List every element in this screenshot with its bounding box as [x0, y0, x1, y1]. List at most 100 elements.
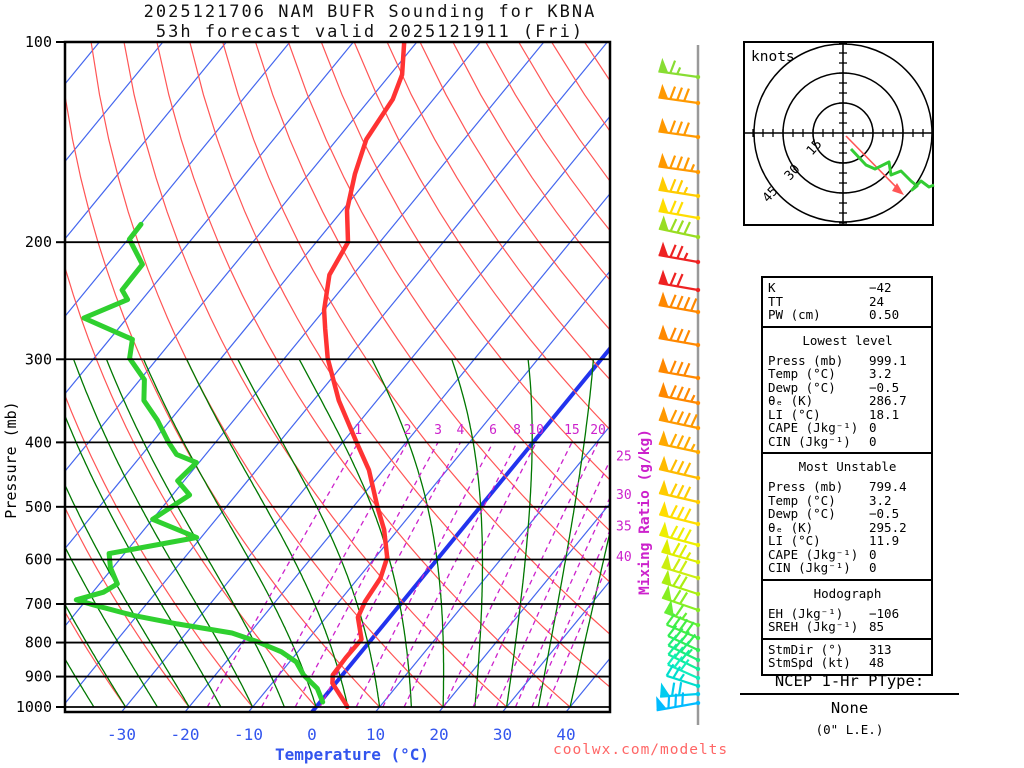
dry-adiabat-line — [419, 42, 610, 331]
dry-adiabat-line — [156, 42, 571, 708]
temperature-tick-label: -10 — [234, 725, 263, 744]
title-line-2: 53h forecast valid 2025121911 (Fri) — [155, 22, 585, 42]
stat-value: −106 — [869, 605, 900, 621]
stat-label: LI (°C) — [768, 406, 821, 422]
moist-adiabat-line — [65, 545, 158, 708]
dry-adiabat-line — [353, 42, 610, 431]
wind-barb — [661, 585, 701, 613]
stat-label: Temp (°C) — [768, 492, 836, 508]
stat-value: 18.1 — [869, 406, 900, 422]
isotherm-line — [65, 42, 481, 550]
stat-value: 295.2 — [869, 519, 907, 535]
stat-row: PW (cm) 0.50 — [768, 308, 927, 322]
mixing-ratio-line — [206, 442, 359, 708]
stat-label: Press (mb) — [768, 352, 844, 368]
stat-label: CIN (Jkg⁻¹) — [768, 560, 851, 575]
watermark-link[interactable]: coolwx.com/modelts — [553, 742, 729, 758]
stat-value: −0.5 — [869, 379, 900, 395]
pressure-tick-label: 400 — [25, 433, 52, 451]
temperature-tick-label: 30 — [493, 725, 512, 744]
pressure-tick-label: 500 — [25, 498, 52, 516]
stat-value: 0 — [869, 420, 877, 435]
moist-adiabat-line — [569, 529, 610, 708]
stats-section: K −42 TT 24 PW (cm) 0.50 — [763, 278, 931, 326]
wind-barb — [658, 269, 701, 293]
wind-barb — [658, 357, 701, 381]
moist-adiabat-line — [65, 603, 127, 708]
stats-section: Most Unstable Press (mb) 799.4 Temp (°C) 3.2… — [763, 452, 931, 579]
stat-value: 0 — [869, 546, 877, 562]
stat-label: TT — [768, 293, 784, 309]
wind-barb — [658, 479, 701, 505]
pressure-tick-label: 800 — [25, 634, 52, 652]
stat-row: K −42 — [768, 281, 927, 295]
wind-barb — [658, 455, 701, 481]
pressure-tick-label: 100 — [25, 33, 52, 51]
stat-row: SREH (Jkg⁻¹) 85 — [768, 620, 927, 634]
mixing-ratio-line — [531, 528, 610, 708]
mixing-ratio-label: 4 — [456, 423, 464, 438]
temperature-tick-label: -20 — [171, 725, 200, 744]
wind-barb — [658, 324, 701, 348]
stat-label: Dewp (°C) — [768, 506, 836, 521]
dewpoint-curve — [73, 221, 326, 705]
moist-adiabat-line — [537, 359, 595, 708]
stat-value: 24 — [869, 293, 885, 309]
stat-label: θₑ (K) — [768, 519, 814, 535]
isotherm-line — [184, 192, 610, 712]
dry-adiabat-line — [189, 42, 610, 688]
stat-row: Dewp (°C) −0.5 — [768, 379, 927, 395]
wind-barb — [659, 521, 701, 548]
moist-adiabat-line — [72, 359, 254, 708]
stat-label: LI (°C) — [768, 533, 821, 548]
stat-row: Dewp (°C) −0.5 — [768, 507, 927, 521]
stat-value: 999.1 — [869, 352, 907, 368]
dry-adiabat-line — [90, 42, 444, 708]
stat-label: Temp (°C) — [768, 366, 836, 381]
wind-barb — [658, 83, 701, 106]
mixing-ratio-label: 1 — [354, 423, 362, 438]
plot-background — [65, 42, 610, 712]
mixing-ratio-axis-title: Mixing Ratio (g/kg) — [637, 429, 653, 595]
storm-motion-vector — [845, 135, 900, 191]
stat-label: Dewp (°C) — [768, 379, 836, 395]
wind-barb — [665, 663, 701, 689]
stat-row: θₑ (K) 286.7 — [768, 394, 927, 408]
isotherm-line — [248, 270, 610, 712]
wind-barb — [658, 197, 701, 221]
stats-panel: K −42 TT 24 PW (cm) 0.50 Lowest level Press (mb… — [761, 276, 933, 676]
stat-row: Temp (°C) 3.2 — [768, 367, 927, 381]
stats-section-title: Hodograph — [813, 585, 882, 601]
wind-barb — [658, 241, 701, 265]
mixing-ratio-label: 6 — [489, 423, 497, 438]
pressure-tick-label: 900 — [25, 668, 52, 686]
stat-label: StmSpd (kt) — [768, 655, 851, 670]
stat-value: 0 — [869, 560, 877, 575]
dry-adiabat-line — [254, 42, 610, 584]
stat-value: 286.7 — [869, 393, 907, 408]
stat-value: 3.2 — [869, 492, 892, 508]
wind-barb — [658, 215, 701, 240]
stat-value: 3.2 — [869, 366, 892, 381]
mixing-ratio-label: 10 — [528, 423, 544, 438]
wind-barb — [658, 406, 701, 431]
wind-barb — [660, 681, 701, 698]
mixing-ratio-label-right: 35 — [616, 519, 632, 534]
pressure-tick-label: 200 — [25, 233, 52, 251]
stat-label: CIN (Jkg⁻¹) — [768, 433, 851, 449]
moist-adiabat-line — [371, 359, 445, 707]
wind-barb — [661, 538, 701, 565]
stat-label: K — [768, 280, 776, 295]
dry-adiabat-line — [386, 42, 610, 381]
mixing-ratio-line — [382, 442, 518, 708]
mixing-ratio-label: 20 — [590, 423, 606, 438]
wind-barb — [656, 692, 701, 712]
stat-label: CAPE (Jkg⁻¹) — [768, 546, 859, 562]
dry-adiabat-line — [65, 91, 381, 708]
pressure-tick-label: 600 — [25, 550, 52, 568]
stats-section-title: Lowest level — [802, 332, 893, 348]
mixing-ratio-label-right: 30 — [616, 488, 632, 503]
